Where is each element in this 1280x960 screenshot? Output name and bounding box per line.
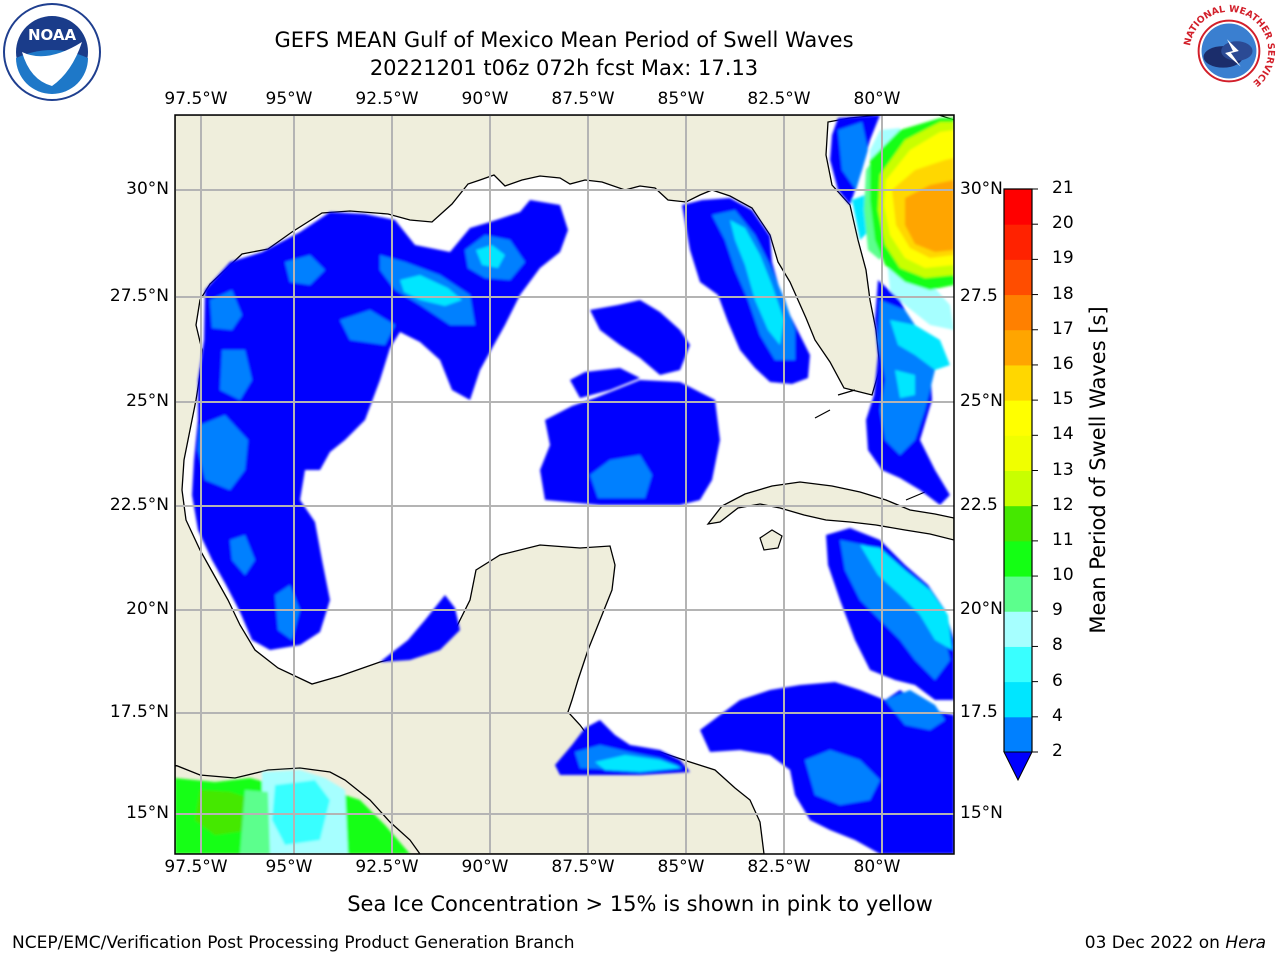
lon-label-top: 90°W <box>461 89 509 109</box>
colorbar-segment <box>1004 716 1032 753</box>
land-isle-of-youth <box>759 529 783 551</box>
lat-label-right: 17.5 <box>960 702 998 722</box>
lat-label-left: 20°N <box>126 599 169 619</box>
swell-period-field <box>175 115 954 854</box>
lat-label-left: 15°N <box>126 803 169 823</box>
noaa-logo-text: NOAA <box>28 26 77 44</box>
lat-label-right: 22.5 <box>960 495 998 515</box>
colorbar-tick-label: 13 <box>1052 459 1074 480</box>
lat-label-left: 17.5°N <box>109 702 169 722</box>
lat-label-right: 27.5 <box>960 286 998 306</box>
lat-label-right: 20°N <box>960 599 1003 619</box>
lon-label-top: 92.5°W <box>355 89 419 109</box>
lon-label-bottom: 95°W <box>265 857 313 877</box>
colorbar-tick-label: 16 <box>1052 353 1074 374</box>
lat-label-left: 27.5°N <box>109 286 169 306</box>
colorbar-tick-label: 18 <box>1052 283 1074 304</box>
colorbar-tick-label: 20 <box>1052 213 1074 234</box>
noaa-logo: NOAA <box>3 3 101 101</box>
lon-label-bottom: 80°W <box>853 857 901 877</box>
colorbar-tick-label: 19 <box>1052 248 1074 269</box>
colorbar-segment <box>1004 259 1032 296</box>
colorbar-segment <box>1004 576 1032 612</box>
lon-label-top: 87.5°W <box>551 89 615 109</box>
colorbar-tick-label: 8 <box>1052 635 1063 656</box>
lat-label-right: 25°N <box>960 391 1003 411</box>
colorbar-segment <box>1004 224 1032 260</box>
colorbar-segment <box>1004 189 1032 225</box>
colorbar-title: Mean Period of Swell Waves [s] <box>1086 306 1110 634</box>
colorbar-tick-label: 10 <box>1052 565 1074 586</box>
colorbar <box>1003 188 1038 782</box>
graticule <box>175 115 954 854</box>
nws-logo: NATIONAL WEATHER SERVICE <box>1181 4 1276 99</box>
date-line: 03 Dec 2022 on Hera <box>1085 933 1266 953</box>
land-north-america <box>175 115 954 854</box>
colorbar-tick-label: 9 <box>1052 600 1063 621</box>
lon-label-top: 85°W <box>657 89 705 109</box>
colorbar-segment <box>1004 540 1032 577</box>
chart-title: GEFS MEAN Gulf of Mexico Mean Period of … <box>274 28 854 52</box>
credit-line: NCEP/EMC/Verification Post Processing Pr… <box>12 933 575 953</box>
swell-region-west-gulf <box>192 200 568 650</box>
lon-label-top: 82.5°W <box>747 89 811 109</box>
lat-label-right: 30°N <box>960 179 1003 199</box>
host-name: Hera <box>1225 933 1266 953</box>
lon-label-top: 95°W <box>265 89 313 109</box>
colorbar-segment <box>1004 470 1032 507</box>
lon-label-bottom: 97.5°W <box>164 857 228 877</box>
date-text: 03 Dec 2022 on <box>1084 933 1220 953</box>
lat-label-right: 15°N <box>960 803 1003 823</box>
map-frame <box>174 114 955 855</box>
colorbar-segment <box>1004 681 1032 718</box>
colorbar-segment <box>1004 505 1032 542</box>
colorbar-segment <box>1004 400 1032 436</box>
colorbar-segment <box>1004 435 1032 471</box>
colorbar-tick-label: 15 <box>1052 389 1074 410</box>
lon-label-bottom: 82.5°W <box>747 857 811 877</box>
lon-label-bottom: 87.5°W <box>551 857 615 877</box>
colorbar-segment <box>1004 364 1032 401</box>
lat-label-left: 25°N <box>126 391 169 411</box>
lon-label-bottom: 92.5°W <box>355 857 419 877</box>
colorbar-under-arrow <box>1003 751 1033 782</box>
lon-label-top: 97.5°W <box>164 89 228 109</box>
lon-label-bottom: 85°W <box>657 857 705 877</box>
sea-ice-note: Sea Ice Concentration > 15% is shown in … <box>347 892 933 916</box>
lat-label-left: 22.5°N <box>109 495 169 515</box>
colorbar-segment <box>1004 646 1032 683</box>
lon-label-bottom: 90°W <box>461 857 509 877</box>
chart-subtitle: 20221201 t06z 072h fcst Max: 17.13 <box>369 56 759 80</box>
colorbar-tick-label: 17 <box>1052 318 1074 339</box>
colorbar-tick-label: 14 <box>1052 424 1074 445</box>
colorbar-tick-label: 4 <box>1052 705 1063 726</box>
colorbar-tick-label: 6 <box>1052 670 1063 691</box>
colorbar-segment <box>1004 329 1032 366</box>
colorbar-tick-label: 21 <box>1052 178 1074 198</box>
colorbar-tick-label: 11 <box>1052 529 1074 550</box>
colorbar-tick-label: 12 <box>1052 494 1074 515</box>
lat-label-left: 30°N <box>126 179 169 199</box>
colorbar-tick-label: 2 <box>1052 741 1063 761</box>
colorbar-segment <box>1004 294 1032 331</box>
lon-label-top: 80°W <box>853 89 901 109</box>
colorbar-segment <box>1004 611 1032 647</box>
